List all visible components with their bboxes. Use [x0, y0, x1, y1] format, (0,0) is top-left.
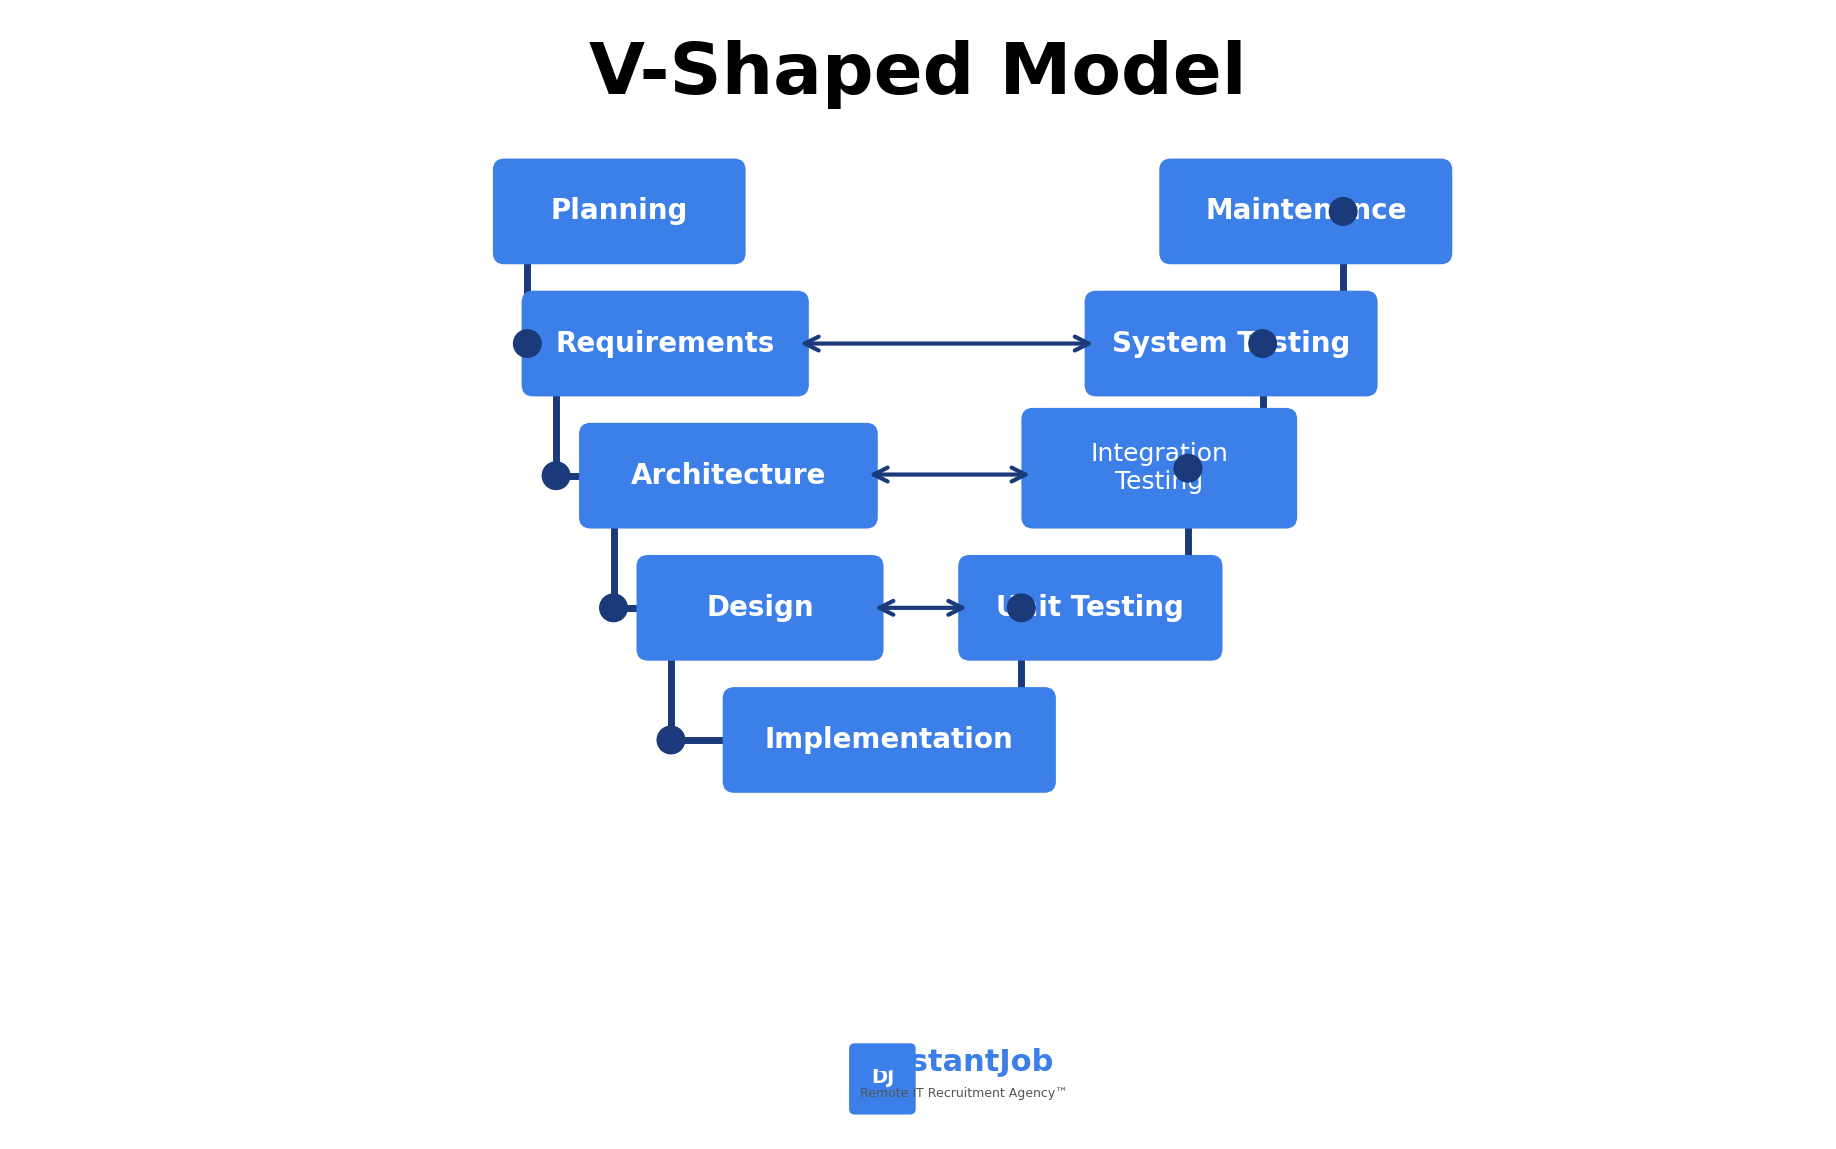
Circle shape — [1175, 454, 1203, 483]
Circle shape — [514, 330, 542, 357]
FancyBboxPatch shape — [637, 555, 883, 661]
Circle shape — [1008, 594, 1036, 622]
FancyBboxPatch shape — [492, 159, 745, 264]
FancyBboxPatch shape — [958, 555, 1223, 661]
Text: Maintenance: Maintenance — [1204, 198, 1406, 225]
FancyBboxPatch shape — [578, 423, 878, 529]
Text: Implementation: Implementation — [766, 726, 1013, 754]
Circle shape — [600, 594, 628, 622]
FancyBboxPatch shape — [521, 291, 810, 396]
Text: DistantJob: DistantJob — [874, 1048, 1054, 1078]
FancyBboxPatch shape — [1159, 159, 1452, 264]
Text: DJ: DJ — [870, 1069, 894, 1087]
Text: Unit Testing: Unit Testing — [997, 594, 1184, 622]
Text: Requirements: Requirements — [556, 330, 775, 357]
Circle shape — [542, 462, 569, 489]
Text: Remote IT Recruitment Agency™: Remote IT Recruitment Agency™ — [859, 1087, 1069, 1101]
Text: Planning: Planning — [551, 198, 688, 225]
Circle shape — [1329, 198, 1357, 225]
Text: Architecture: Architecture — [632, 462, 826, 489]
FancyBboxPatch shape — [1021, 408, 1298, 529]
Circle shape — [657, 726, 685, 754]
FancyBboxPatch shape — [1085, 291, 1377, 396]
Circle shape — [1248, 330, 1276, 357]
FancyBboxPatch shape — [723, 687, 1056, 793]
Text: System Testing: System Testing — [1113, 330, 1349, 357]
Text: Design: Design — [707, 594, 813, 622]
Text: Integration
Testing: Integration Testing — [1091, 442, 1228, 494]
Text: V-Shaped Model: V-Shaped Model — [589, 40, 1247, 109]
FancyBboxPatch shape — [848, 1043, 916, 1115]
